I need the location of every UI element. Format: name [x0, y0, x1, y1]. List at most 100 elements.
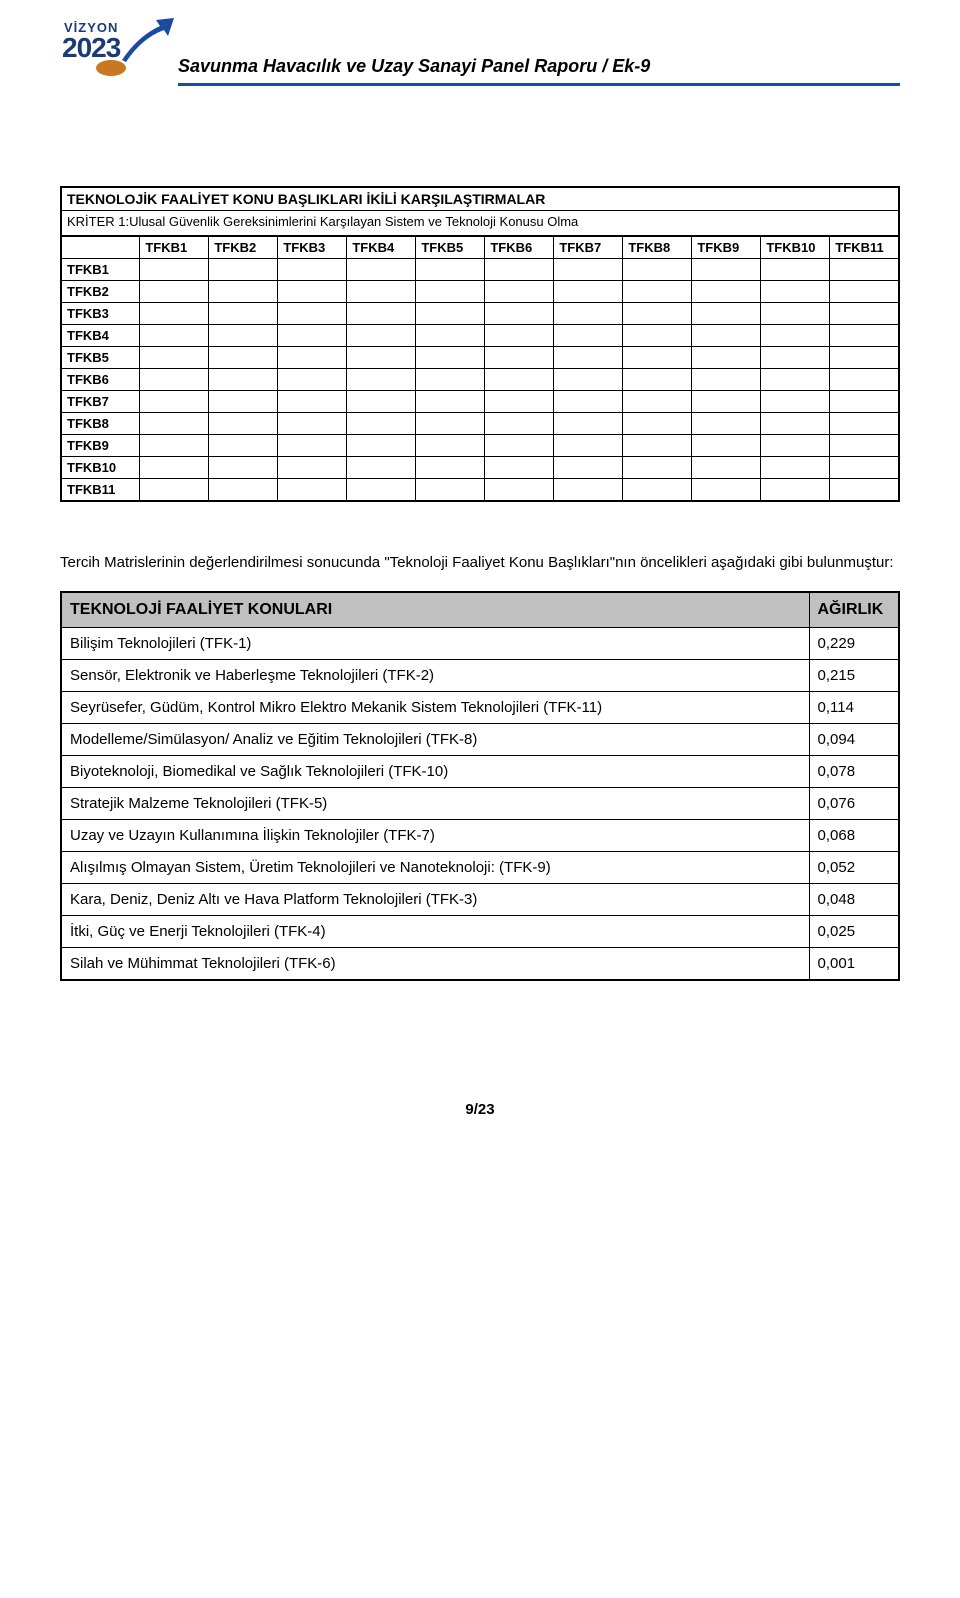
matrix-cell — [830, 391, 899, 413]
matrix-cell — [554, 369, 623, 391]
matrix-cell — [209, 457, 278, 479]
matrix-cell — [761, 391, 830, 413]
matrix-cell — [140, 369, 209, 391]
weights-value: 0,094 — [809, 724, 899, 756]
matrix-cell — [278, 325, 347, 347]
matrix-col: TFKB11 — [830, 236, 899, 259]
matrix-cell — [416, 391, 485, 413]
matrix-cell — [623, 369, 692, 391]
matrix-cell — [347, 369, 416, 391]
matrix-cell — [485, 391, 554, 413]
matrix-cell — [209, 281, 278, 303]
matrix-col: TFKB1 — [140, 236, 209, 259]
weights-topic: Kara, Deniz, Deniz Altı ve Hava Platform… — [61, 884, 809, 916]
matrix-cell — [830, 479, 899, 502]
matrix-cell — [692, 391, 761, 413]
matrix-cell — [140, 457, 209, 479]
matrix-cell — [347, 303, 416, 325]
matrix-row-label: TFKB5 — [61, 347, 140, 369]
matrix-cell — [554, 457, 623, 479]
matrix-col: TFKB10 — [761, 236, 830, 259]
weights-value: 0,215 — [809, 660, 899, 692]
matrix-cell — [485, 413, 554, 435]
matrix-cell — [278, 281, 347, 303]
matrix-cell — [830, 347, 899, 369]
matrix-cell — [692, 435, 761, 457]
weights-row: Seyrüsefer, Güdüm, Kontrol Mikro Elektro… — [61, 692, 899, 724]
matrix-cell — [416, 435, 485, 457]
comparison-matrix-table: TEKNOLOJİK FAALİYET KONU BAŞLIKLARI İKİL… — [60, 186, 900, 502]
matrix-cell — [692, 413, 761, 435]
page-footer: 9/23 — [60, 1101, 900, 1118]
comparison-matrix-section: TEKNOLOJİK FAALİYET KONU BAŞLIKLARI İKİL… — [60, 186, 900, 502]
matrix-cell — [278, 391, 347, 413]
weights-value: 0,076 — [809, 788, 899, 820]
weights-value: 0,025 — [809, 916, 899, 948]
matrix-cell — [140, 435, 209, 457]
matrix-cell — [140, 347, 209, 369]
matrix-cell — [554, 303, 623, 325]
matrix-cell — [623, 457, 692, 479]
matrix-cell — [554, 259, 623, 281]
matrix-cell — [761, 479, 830, 502]
matrix-cell — [623, 391, 692, 413]
matrix-cell — [278, 435, 347, 457]
matrix-col: TFKB3 — [278, 236, 347, 259]
matrix-cell — [140, 281, 209, 303]
matrix-row: TFKB8 — [61, 413, 899, 435]
matrix-cell — [416, 369, 485, 391]
matrix-cell — [140, 479, 209, 502]
matrix-cell — [209, 325, 278, 347]
weights-header-weight: AĞIRLIK — [809, 592, 899, 628]
matrix-cell — [140, 325, 209, 347]
matrix-cell — [485, 479, 554, 502]
matrix-row: TFKB1 — [61, 259, 899, 281]
matrix-cell — [554, 281, 623, 303]
matrix-cell — [278, 347, 347, 369]
matrix-cell — [416, 413, 485, 435]
matrix-cell — [209, 413, 278, 435]
matrix-title: TEKNOLOJİK FAALİYET KONU BAŞLIKLARI İKİL… — [61, 187, 899, 211]
matrix-cell — [761, 325, 830, 347]
matrix-row: TFKB11 — [61, 479, 899, 502]
matrix-cell — [485, 259, 554, 281]
matrix-row-label: TFKB11 — [61, 479, 140, 502]
weights-topic: Biyoteknoloji, Biomedikal ve Sağlık Tekn… — [61, 756, 809, 788]
matrix-cell — [761, 259, 830, 281]
matrix-cell — [830, 259, 899, 281]
matrix-cell — [278, 369, 347, 391]
weights-row: Modelleme/Simülasyon/ Analiz ve Eğitim T… — [61, 724, 899, 756]
matrix-col-header: TFKB1 TFKB2 TFKB3 TFKB4 TFKB5 TFKB6 TFKB… — [61, 236, 899, 259]
weights-value: 0,052 — [809, 852, 899, 884]
weights-row: Biyoteknoloji, Biomedikal ve Sağlık Tekn… — [61, 756, 899, 788]
matrix-cell — [761, 303, 830, 325]
matrix-col: TFKB4 — [347, 236, 416, 259]
matrix-cell — [140, 259, 209, 281]
matrix-cell — [830, 413, 899, 435]
matrix-cell — [347, 457, 416, 479]
matrix-cell — [623, 435, 692, 457]
matrix-col: TFKB2 — [209, 236, 278, 259]
matrix-criteria: KRİTER 1:Ulusal Güvenlik Gereksinimlerin… — [61, 211, 899, 237]
weights-topic: Alışılmış Olmayan Sistem, Üretim Teknolo… — [61, 852, 809, 884]
matrix-cell — [485, 281, 554, 303]
page-header: VİZYON 2023 Savunma Havacılık ve Uzay Sa… — [60, 16, 900, 86]
matrix-cell — [209, 435, 278, 457]
matrix-row-label: TFKB2 — [61, 281, 140, 303]
logo-arrow-icon — [120, 16, 176, 64]
matrix-cell — [278, 303, 347, 325]
matrix-cell — [209, 347, 278, 369]
weights-value: 0,229 — [809, 628, 899, 660]
matrix-row-label: TFKB6 — [61, 369, 140, 391]
matrix-row-label: TFKB3 — [61, 303, 140, 325]
matrix-cell — [347, 325, 416, 347]
matrix-cell — [623, 259, 692, 281]
matrix-cell — [692, 347, 761, 369]
matrix-cell — [347, 391, 416, 413]
matrix-cell — [554, 413, 623, 435]
matrix-cell — [761, 347, 830, 369]
matrix-cell — [623, 303, 692, 325]
matrix-cell — [347, 413, 416, 435]
matrix-cell — [209, 259, 278, 281]
matrix-cell — [416, 479, 485, 502]
